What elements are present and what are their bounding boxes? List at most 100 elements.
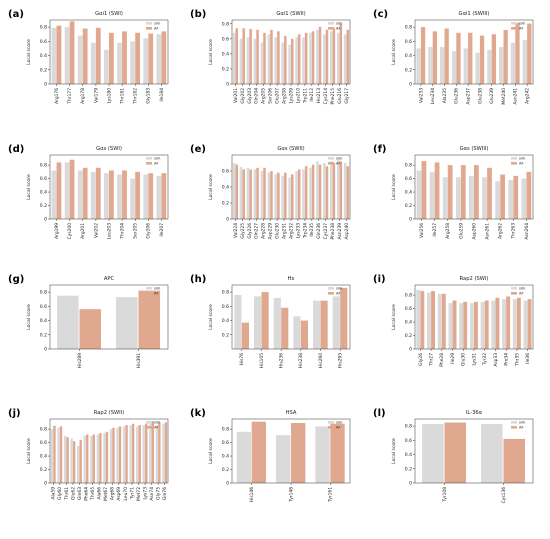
bar-sim <box>109 429 113 483</box>
bar-AF <box>72 441 76 483</box>
bar-sim <box>343 163 347 219</box>
x-tick-label: Gln76 <box>162 487 168 500</box>
bar-AF <box>270 171 273 219</box>
y-tick-label: 0.8 <box>40 427 47 433</box>
y-tick-label: 0 <box>409 82 412 88</box>
bar-sim <box>90 171 96 219</box>
bar-sim <box>451 51 457 84</box>
bar-AF <box>69 21 75 84</box>
x-tick-label: Asp237 <box>466 88 472 105</box>
bar-sim <box>495 181 501 219</box>
y-axis-label: Local score <box>26 39 32 65</box>
legend-label: sim <box>336 421 343 425</box>
x-tick-label: Thr35 <box>514 353 520 367</box>
bar-AF <box>503 29 508 84</box>
bar-AF <box>441 293 446 349</box>
bar-AF <box>281 307 289 349</box>
legend-label: sim <box>519 421 526 425</box>
y-tick-label: 0.4 <box>405 53 412 59</box>
chart-title: Gαs (SWIII) <box>460 146 489 152</box>
bar-sim <box>51 170 57 219</box>
bar-AF <box>151 421 155 483</box>
bar-AF <box>256 29 259 84</box>
bar-AF <box>325 166 329 219</box>
bar-AF <box>69 159 75 219</box>
bar-sim <box>104 49 109 84</box>
x-tick-label: Asn239 <box>337 223 343 240</box>
y-tick-label: 0 <box>409 217 412 223</box>
y-tick-label: 0.8 <box>405 25 412 31</box>
bar-AF <box>318 164 322 219</box>
bar-sim <box>302 169 305 219</box>
x-tick-label: Arg201 <box>80 223 86 239</box>
x-tick-label: Thr182 <box>133 88 139 105</box>
x-tick-label: Val201 <box>233 88 239 103</box>
x-tick-label: Ser205 <box>133 223 139 239</box>
bar-sim <box>313 300 321 349</box>
x-tick-label: Ile212 <box>309 88 315 102</box>
chart-title: HSA <box>286 410 297 416</box>
legend-swatch <box>146 426 152 429</box>
legend-swatch <box>328 22 334 25</box>
bar-sim <box>288 44 291 84</box>
x-tick-label: Tyr148 <box>288 487 294 503</box>
chart-title: Gαi1 (SWIII) <box>459 11 490 17</box>
panel-letter: (h) <box>190 274 207 285</box>
bar-sim <box>508 179 514 219</box>
panel-letter: (j) <box>8 408 21 419</box>
x-tick-label: Gln63 <box>77 487 83 500</box>
y-tick-label: 0.4 <box>222 185 229 191</box>
chart-title: Rap2 (SWI) <box>460 276 489 282</box>
legend-label: AF <box>519 426 524 430</box>
legend-swatch <box>328 426 334 429</box>
bar-sim <box>499 47 504 84</box>
y-tick-label: 0.6 <box>405 306 412 312</box>
bar-sim <box>293 316 301 349</box>
legend-label: AF <box>519 292 524 296</box>
x-tick-label: Glu259 <box>458 223 464 239</box>
y-tick-label: 0.6 <box>40 304 47 310</box>
y-tick-label: 0.6 <box>222 304 229 310</box>
bar-AF <box>66 437 69 483</box>
y-tick-label: 0.6 <box>222 440 229 446</box>
x-tick-label: Arg231 <box>281 223 287 239</box>
bar-sim <box>260 42 264 84</box>
x-tick-label: Lys209 <box>288 88 294 104</box>
x-tick-label: Tyr32 <box>482 353 488 366</box>
bar-sim <box>416 170 422 219</box>
bar-AF <box>82 167 88 219</box>
bar-sim <box>274 174 278 219</box>
bar-AF <box>330 423 345 483</box>
y-tick-label: 0.4 <box>40 53 47 59</box>
x-tick-label: Val224 <box>233 223 239 238</box>
bar-AF <box>431 291 436 349</box>
chart-panel: (i) Rap2 (SWI) Local score 0 0.2 0.4 0.6 0.8 Gly… <box>373 270 545 398</box>
y-axis-label: Local score <box>26 438 32 464</box>
y-tick-label: 0.4 <box>405 452 412 458</box>
chart-panel: (k) HSA Local score 0 0.2 0.4 0.6 0.8 His146 Tyr1… <box>190 404 362 532</box>
bar-AF <box>105 431 109 483</box>
bar-AF <box>484 300 489 349</box>
legend-label: AF <box>154 292 159 296</box>
x-tick-label: Cys237 <box>323 223 329 240</box>
legend-label: AF <box>154 426 159 430</box>
x-tick-label: Glu62 <box>70 487 76 500</box>
bar-AF <box>304 166 308 219</box>
y-tick-label: 0.4 <box>222 51 229 57</box>
bar-AF <box>112 427 115 483</box>
bar-AF <box>456 32 461 84</box>
bar-sim <box>302 37 305 84</box>
chart-title: Hx <box>288 276 295 282</box>
y-axis-label: Local score <box>391 304 397 330</box>
y-tick-label: 0.2 <box>405 203 412 209</box>
bar-AF <box>325 29 329 84</box>
bar-sim <box>149 423 152 483</box>
bar-sim <box>162 423 165 483</box>
bar-sim <box>50 429 54 483</box>
x-tick-label: Ile235 <box>309 223 315 237</box>
legend-label: AF <box>154 27 159 31</box>
bar-AF <box>263 32 266 84</box>
panel-letter: (a) <box>8 9 24 20</box>
x-tick-label: Glu230 <box>275 223 281 239</box>
bar-AF <box>270 29 273 84</box>
